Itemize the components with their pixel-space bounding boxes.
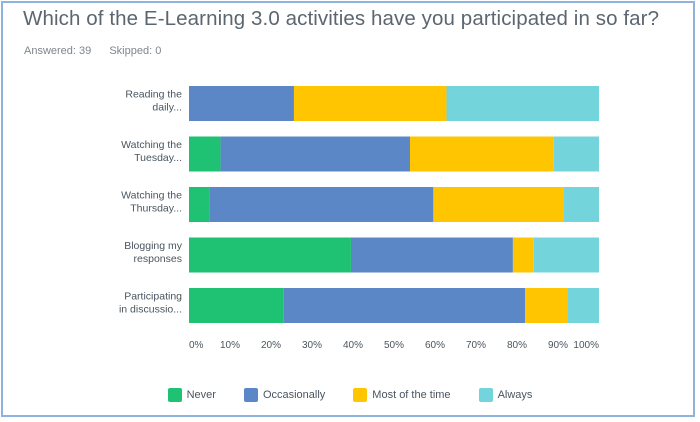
bar-segment-4-never[interactable] — [189, 237, 351, 273]
bar-segment-3-never[interactable] — [189, 187, 210, 222]
x-tick-label: 20% — [261, 340, 281, 351]
legend-item-always[interactable]: Always — [478, 388, 533, 402]
category-label-line: Reading the — [125, 89, 182, 101]
category-label-line: responses — [134, 253, 182, 265]
x-tick-label: 60% — [425, 340, 445, 351]
legend-label: Always — [497, 389, 533, 401]
x-tick-label: 100% — [573, 340, 599, 351]
bar-segment-4-most-of-the-time[interactable] — [512, 237, 534, 273]
legend-swatch — [167, 388, 182, 402]
bar-segment-3-always[interactable] — [563, 187, 599, 222]
bar-segment-5-occasionally[interactable] — [283, 288, 526, 323]
bar-segment-4-always[interactable] — [533, 237, 599, 273]
bar-segment-2-occasionally[interactable] — [220, 136, 410, 172]
category-label-line: Blogging my — [124, 240, 183, 252]
x-tick-label: 70% — [466, 340, 486, 351]
legend-swatch — [243, 388, 258, 402]
legend-swatch — [478, 388, 493, 402]
category-label-line: daily... — [152, 102, 182, 114]
category-label-line: Watching the — [121, 139, 182, 151]
bar-segment-1-occasionally[interactable] — [189, 86, 294, 121]
category-label-line: Participating — [124, 291, 182, 303]
category-label-line: Tuesday... — [134, 152, 182, 164]
response-summary: Answered: 39 Skipped: 0 — [24, 45, 176, 57]
bar-segment-1-always[interactable] — [446, 86, 599, 121]
legend-label: Occasionally — [262, 389, 326, 401]
x-tick-label: 50% — [384, 340, 404, 351]
skipped-count: Skipped: 0 — [109, 45, 162, 57]
category-label: Watching the Thursday... — [121, 190, 182, 215]
category-label: Watching the Tuesday... — [121, 139, 182, 164]
category-label-line: Thursday... — [130, 203, 182, 215]
legend-swatch — [353, 388, 368, 402]
legend-label: Most of the time — [372, 389, 451, 401]
x-tick-label: 40% — [343, 340, 363, 351]
bar-segment-3-occasionally[interactable] — [209, 187, 434, 222]
x-tick-label: 0% — [189, 340, 204, 351]
bar-segment-4-occasionally[interactable] — [350, 237, 513, 273]
category-label: Reading the daily... — [125, 89, 182, 114]
category-label: Participating in discussio... — [119, 291, 182, 316]
legend-item-most-of-the-time[interactable]: Most of the time — [353, 388, 451, 402]
stacked-bar-chart: Reading the daily...Watching the Tuesday..… — [119, 86, 599, 351]
bar-segment-1-most-of-the-time[interactable] — [293, 86, 447, 121]
bar-segment-5-never[interactable] — [189, 288, 284, 323]
bar-segment-2-most-of-the-time[interactable] — [409, 136, 554, 172]
legend-item-never[interactable]: Never — [167, 388, 216, 402]
bar-segment-2-always[interactable] — [553, 136, 599, 172]
legend-item-occasionally[interactable]: Occasionally — [243, 388, 326, 402]
x-tick-label: 30% — [302, 340, 322, 351]
bar-segment-5-always[interactable] — [567, 288, 599, 323]
bar-segment-2-never[interactable] — [189, 136, 221, 172]
category-label: Blogging my responses — [124, 240, 183, 265]
answered-count: Answered: 39 — [24, 45, 92, 57]
category-label-line: Watching the — [121, 190, 182, 202]
x-tick-label: 10% — [220, 340, 240, 351]
category-label-line: in discussio... — [119, 304, 182, 316]
question-title: Which of the E-Learning 3.0 activities h… — [23, 7, 660, 30]
survey-question-panel: Which of the E-Learning 3.0 activities h… — [1, 1, 695, 417]
x-tick-label: 90% — [548, 340, 568, 351]
legend-label: Never — [186, 389, 216, 401]
chart-legend: Never Occasionally Most of the time Always — [3, 388, 693, 402]
bar-segment-3-most-of-the-time[interactable] — [433, 187, 564, 222]
x-tick-label: 80% — [507, 340, 527, 351]
bar-segment-5-most-of-the-time[interactable] — [525, 288, 568, 323]
